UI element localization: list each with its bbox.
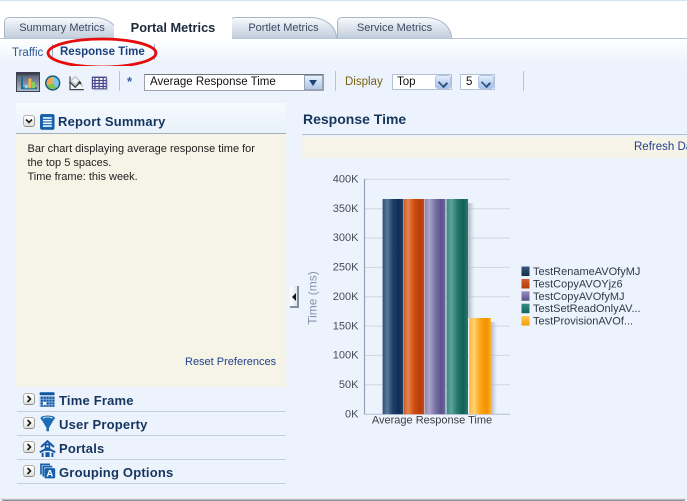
svg-text:A: A (46, 468, 53, 479)
svg-text:Average Response Time: Average Response Time (372, 415, 492, 427)
svg-text:100K: 100K (333, 350, 359, 362)
svg-text:250K: 250K (333, 262, 359, 274)
svg-text:TestRenameAVOfyMJ: TestRenameAVOfyMJ (533, 266, 640, 278)
svg-text:150K: 150K (333, 320, 359, 332)
svg-text:50K: 50K (339, 379, 359, 391)
svg-text:0K: 0K (345, 408, 359, 420)
svg-text:350K: 350K (333, 203, 359, 215)
svg-text:Time (ms): Time (ms) (306, 271, 320, 325)
svg-text:TestCopyAVOfyMJ: TestCopyAVOfyMJ (533, 291, 625, 303)
svg-text:TestProvisionAVOf...: TestProvisionAVOf... (533, 316, 633, 328)
svg-text:200K: 200K (333, 291, 359, 303)
svg-text:TestCopyAVOYjz6: TestCopyAVOYjz6 (533, 279, 623, 291)
svg-text:400K: 400K (333, 174, 359, 186)
svg-text:300K: 300K (333, 232, 359, 244)
svg-text:TestSetReadOnlyAV...: TestSetReadOnlyAV... (533, 303, 641, 315)
